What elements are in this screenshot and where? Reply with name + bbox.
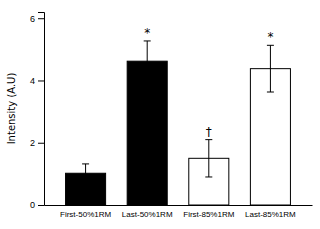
y-tick-mark: [38, 18, 44, 19]
y-tick: 4: [30, 76, 44, 86]
chart-svg: 0 2 4 6 First-50%1RM Last-50%1RM First-85%1RM L…: [0, 0, 320, 229]
bar: [127, 61, 167, 205]
error-cap-top: [267, 45, 274, 46]
y-tick: 0: [30, 200, 44, 210]
annotation: *: [144, 26, 150, 40]
x-tick-label: Last-50%1RM: [122, 210, 173, 219]
error-cap-bottom: [267, 92, 274, 93]
y-tick-mark: [38, 80, 44, 81]
y-axis-line: [38, 13, 45, 206]
y-tick-mark: [38, 143, 44, 144]
error-cap-top: [205, 139, 212, 140]
y-tick-label: 6: [30, 14, 35, 24]
y-axis-title: Intensity (A.U): [6, 73, 17, 145]
y-tick: 2: [30, 138, 44, 148]
y-axis: 0 2 4 6: [30, 13, 45, 211]
chart-container: 0 2 4 6 First-50%1RM Last-50%1RM First-85%1RM L…: [0, 0, 320, 229]
x-tick: First-85%1RM: [183, 205, 234, 219]
x-tick-label: Last-85%1RM: [245, 210, 296, 219]
error-bars: [82, 41, 274, 183]
error-cap-top: [82, 163, 89, 164]
error-bar: [85, 164, 86, 183]
annotations: * † *: [144, 26, 273, 139]
error-cap-bottom: [205, 176, 212, 177]
x-tick: Last-50%1RM: [122, 205, 173, 219]
error-cap-bottom: [144, 81, 151, 82]
x-axis: First-50%1RM Last-50%1RM First-85%1RM Last-…: [45, 205, 313, 219]
error-bar: [147, 41, 148, 81]
y-tick-label: 4: [30, 76, 35, 86]
x-tick-label: First-50%1RM: [60, 210, 111, 219]
x-tick-label: First-85%1RM: [183, 210, 234, 219]
y-tick-label: 2: [30, 138, 35, 148]
y-tick-mark: [38, 205, 44, 206]
error-bar: [208, 140, 209, 177]
x-axis-line: [45, 205, 313, 206]
x-tick: Last-85%1RM: [245, 205, 296, 219]
error-cap-top: [144, 40, 151, 41]
error-cap-bottom: [82, 182, 89, 183]
y-tick-label: 0: [30, 200, 35, 210]
annotation: †: [206, 125, 212, 139]
error-bar: [270, 45, 271, 92]
y-tick: 6: [30, 14, 44, 24]
plot-area: 0 2 4 6 First-50%1RM Last-50%1RM First-85%1RM L…: [30, 13, 313, 219]
annotation: *: [267, 30, 273, 44]
marks: [66, 41, 291, 205]
x-tick: First-50%1RM: [60, 205, 111, 219]
